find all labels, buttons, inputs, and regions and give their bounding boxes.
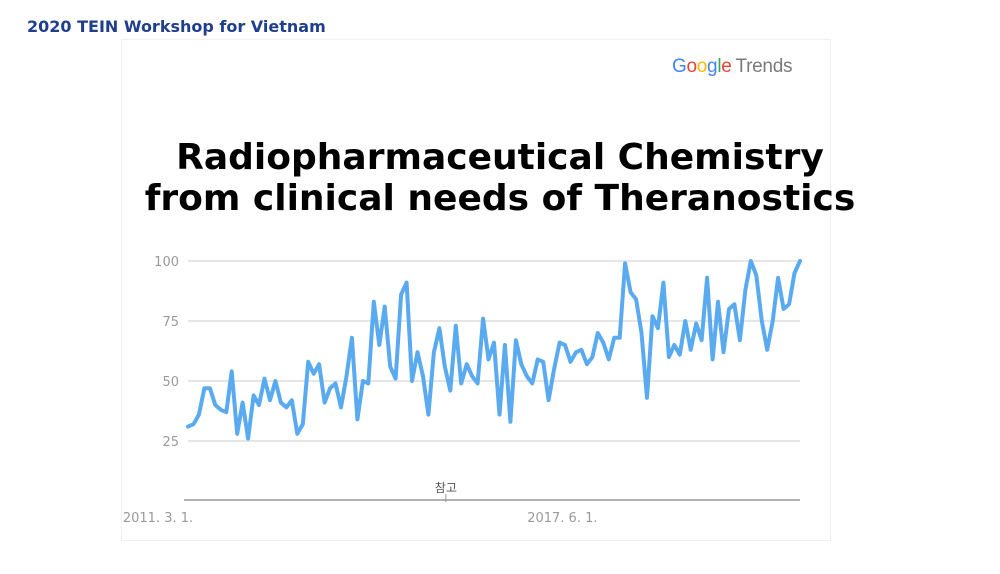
logo-letter: o (696, 56, 708, 77)
logo-letter: o (686, 56, 697, 77)
logo-suffix: Trends (735, 56, 793, 77)
logo-letter: G (672, 56, 687, 77)
logo-letter: l (717, 56, 722, 77)
slide-title-line-1: Radiopharmaceutical Chemistry (176, 137, 824, 178)
chart-panel (122, 40, 830, 540)
x-tick-labels: 2011. 3. 1. 2017. 6. 1. (123, 511, 598, 526)
logo-letter: g (707, 56, 718, 77)
header-title: 2020 TEIN Workshop for Vietnam (27, 17, 326, 36)
y-tick-label: 25 (162, 435, 179, 450)
google-trends-logo: Google Trends (672, 56, 792, 78)
y-tick-label: 75 (162, 315, 179, 330)
chart-gridlines (188, 260, 800, 442)
y-tick-labels: 100 75 50 25 (154, 255, 179, 450)
annotation-label: 참고 (435, 481, 457, 495)
slide-title-line-2: from clinical needs of Theranostics (144, 178, 856, 219)
chart-annotation: 참고 (435, 481, 457, 502)
x-tick-label: 2011. 3. 1. (123, 511, 193, 526)
y-tick-label: 100 (154, 255, 179, 270)
series-line (186, 259, 802, 441)
logo-letter: e (721, 56, 732, 77)
slide-title: Radiopharmaceutical Chemistry from clini… (0, 137, 1000, 219)
y-tick-label: 50 (162, 375, 179, 390)
x-tick-label: 2017. 6. 1. (527, 511, 597, 526)
